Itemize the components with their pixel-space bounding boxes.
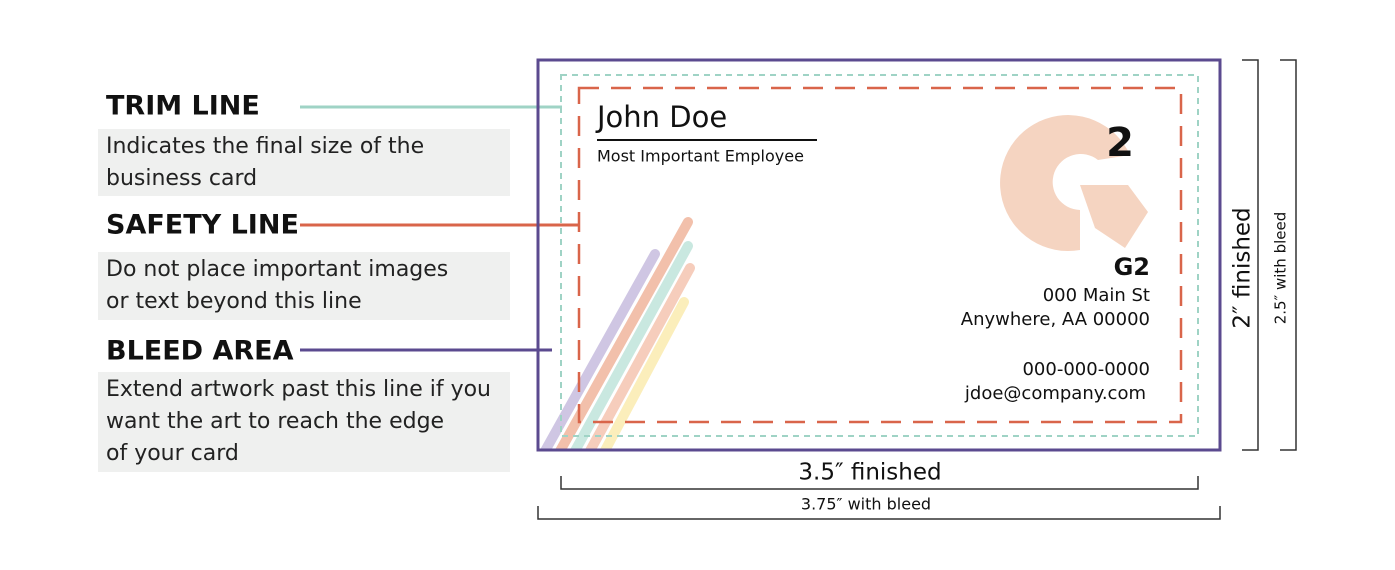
email: jdoe@company.com bbox=[964, 383, 1146, 404]
stripes bbox=[539, 217, 695, 450]
desc-box bbox=[98, 129, 510, 196]
legend-title: SAFETY LINE bbox=[106, 210, 299, 241]
logo: 2 bbox=[1000, 115, 1148, 252]
legend-title: BLEED AREA bbox=[106, 336, 294, 367]
height-bracket bbox=[1242, 59, 1259, 451]
desc-box bbox=[98, 372, 510, 472]
trim-line bbox=[560, 74, 1199, 437]
safety-line bbox=[577, 86, 1183, 424]
desc-box bbox=[98, 252, 510, 320]
height-bracket bbox=[1280, 59, 1297, 451]
legend-desc: want the art to reach the edge bbox=[106, 409, 444, 434]
width-bracket bbox=[537, 506, 1221, 520]
logo-text: 2 bbox=[1106, 120, 1134, 166]
dim-label: 2.5″ with bleed bbox=[1272, 212, 1290, 325]
legend-desc: of your card bbox=[106, 441, 239, 466]
address: Anywhere, AA 00000 bbox=[961, 309, 1150, 330]
phone: 000-000-0000 bbox=[1022, 359, 1150, 380]
company: G2 bbox=[1114, 253, 1150, 281]
legend-desc: Indicates the final size of the bbox=[106, 134, 424, 159]
legend-desc: Do not place important images bbox=[106, 257, 448, 282]
legend-title: TRIM LINE bbox=[106, 91, 260, 122]
card-name: John Doe bbox=[595, 100, 727, 134]
dim-label: 3.5″ finished bbox=[798, 460, 941, 486]
bleed-line bbox=[536, 58, 1222, 452]
legend-desc: business card bbox=[106, 166, 257, 191]
address: 000 Main St bbox=[1043, 285, 1150, 306]
legend-desc: Extend artwork past this line if you bbox=[106, 377, 491, 402]
card-title: Most Important Employee bbox=[597, 147, 804, 166]
width-bracket bbox=[560, 476, 1199, 490]
dim-label: 2″ finished bbox=[1230, 207, 1256, 328]
legend-desc: or text beyond this line bbox=[106, 289, 362, 314]
dim-label: 3.75″ with bleed bbox=[801, 495, 931, 514]
